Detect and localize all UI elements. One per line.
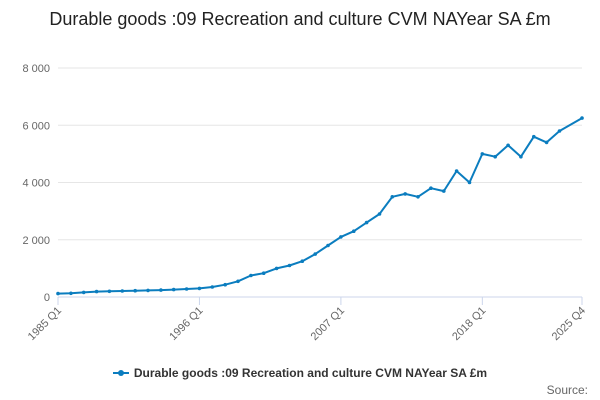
data-point	[339, 235, 343, 239]
data-point	[146, 288, 150, 293]
data-point	[94, 289, 99, 294]
data-point	[69, 291, 73, 296]
data-point	[313, 252, 318, 256]
data-point	[120, 289, 125, 293]
data-point	[429, 186, 433, 190]
data-point	[377, 212, 382, 216]
data-point	[416, 195, 420, 199]
data-point	[107, 289, 112, 294]
data-point	[519, 154, 523, 159]
data-point	[544, 140, 549, 145]
data-point	[236, 279, 240, 284]
y-tick-label: 0	[44, 292, 50, 304]
data-point	[580, 116, 584, 120]
data-point	[364, 220, 369, 225]
data-point	[557, 129, 562, 133]
y-tick-label: 6 000	[22, 120, 50, 132]
data-point	[532, 134, 536, 139]
x-tick-label: 2007 Q1	[309, 305, 347, 343]
data-point	[159, 288, 163, 292]
legend-item[interactable]: Durable goods :09 Recreation and culture…	[0, 366, 600, 380]
data-point	[197, 286, 202, 291]
x-tick-label: 1985 Q1	[26, 305, 64, 343]
data-point	[171, 287, 176, 292]
x-tick-label: 2025 Q4	[550, 305, 588, 343]
chart-title: Durable goods :09 Recreation and culture…	[49, 9, 551, 29]
data-point	[480, 152, 485, 156]
y-tick-label: 4 000	[22, 178, 50, 190]
data-point	[261, 271, 266, 276]
series-layer	[56, 116, 584, 296]
series-line	[57, 117, 583, 295]
legend-marker-icon	[112, 369, 129, 376]
data-point	[454, 169, 459, 173]
data-point	[352, 229, 356, 233]
grid	[58, 67, 582, 298]
data-point	[223, 282, 227, 287]
data-point	[249, 273, 253, 278]
data-point	[210, 285, 215, 289]
data-point	[56, 291, 60, 296]
x-tick-label: 1996 Q1	[167, 305, 205, 343]
data-point	[133, 288, 137, 293]
axes: 0 2 000 4 000 6 000 8 000 1985 Q1 1996 Q1 2007 …	[22, 63, 588, 343]
data-point	[326, 243, 330, 248]
data-point	[390, 195, 395, 199]
y-tick-label: 8 000	[22, 63, 50, 75]
data-point	[287, 263, 292, 268]
data-point	[300, 259, 305, 264]
credits-source[interactable]: Source:	[546, 383, 588, 397]
data-point	[274, 266, 279, 271]
data-point	[506, 143, 510, 148]
data-point	[467, 180, 472, 185]
data-point	[184, 287, 189, 291]
legend-label: Durable goods :09 Recreation and culture…	[133, 366, 488, 380]
y-tick-label: 2 000	[22, 235, 50, 247]
data-point	[81, 290, 86, 295]
x-tick-label: 2018 Q1	[450, 305, 488, 343]
data-point	[403, 192, 408, 196]
data-point	[442, 189, 446, 193]
data-point	[493, 154, 498, 159]
